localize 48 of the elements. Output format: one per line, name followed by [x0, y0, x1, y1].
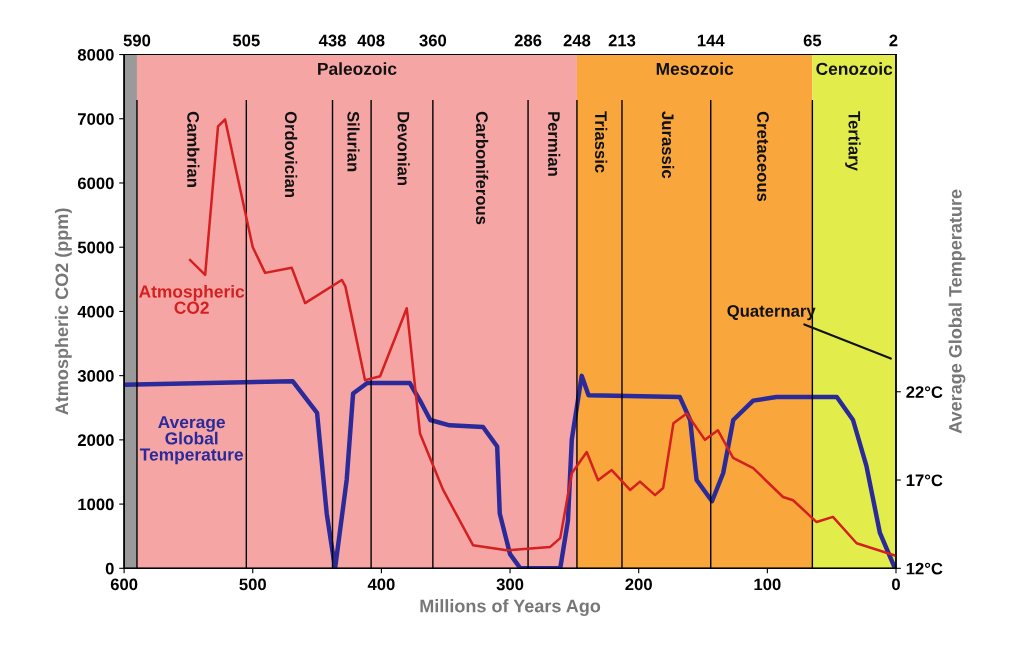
x2-tick-label: 2: [889, 34, 898, 47]
annotation: Triassic: [594, 111, 608, 173]
x2-tick-label: 286: [514, 34, 542, 47]
y-axis-title: Atmospheric CO2 (ppm): [54, 208, 72, 415]
annotation: Silurian: [347, 111, 360, 172]
annotation: Jurassic: [661, 111, 675, 179]
band-label: Paleozoic: [318, 62, 397, 75]
band-label: Cenozoic: [816, 62, 893, 75]
x-tick-label: 100: [754, 578, 781, 591]
y-tick-label: 6000: [77, 177, 114, 190]
x2-tick-label: 144: [697, 34, 725, 47]
series-label: Atmospheric CO2: [139, 284, 245, 314]
annotation: Cambrian: [187, 111, 200, 187]
x2-tick-label: 248: [563, 34, 591, 47]
series-label: Average Global Temperature: [139, 416, 243, 465]
annotation: Cretaceous: [757, 111, 769, 202]
y-tick-label: 3000: [77, 370, 114, 382]
annotation: Tertiary: [845, 111, 861, 171]
x2-tick-label: 438: [318, 34, 346, 47]
x2-tick-label: 408: [357, 34, 385, 47]
x-tick-label: 300: [496, 578, 524, 591]
y2-axis-title: Average Global Temperature: [948, 189, 966, 434]
y-tick-label: 4000: [77, 305, 114, 318]
x-tick-label: 0: [892, 578, 900, 591]
band-label: Mesozoic: [656, 62, 734, 75]
y2-tick-label: 22°C: [906, 386, 943, 398]
x2-tick-label: 590: [123, 34, 151, 47]
annotation: Permian: [548, 112, 561, 176]
y2-tick-label: 17°C: [906, 474, 943, 487]
y2-tick-label: 12°C: [906, 562, 943, 575]
x2-tick-label: 65: [803, 34, 822, 47]
y-tick-label: 5000: [77, 241, 114, 254]
y-tick-label: 8000: [77, 48, 114, 61]
x-axis-title: Millions of Years Ago: [420, 599, 601, 617]
x2-tick-label: 213: [608, 34, 636, 47]
x2-tick-label: 505: [232, 34, 260, 47]
x2-tick-label: 360: [419, 34, 447, 47]
y-tick-label: 1000: [78, 498, 114, 511]
annotation: Ordovician: [284, 111, 298, 198]
x-tick-label: 500: [239, 578, 266, 591]
x-tick-label: 600: [110, 578, 138, 591]
x-tick-label: 400: [367, 578, 395, 591]
y-tick-label: 0: [105, 562, 114, 575]
x-tick-label: 200: [625, 578, 652, 591]
annotation: Carboniferous: [475, 111, 489, 225]
y-tick-label: 2000: [77, 434, 114, 447]
annotation: Devonian: [397, 112, 410, 186]
y-tick-label: 7000: [78, 113, 114, 125]
